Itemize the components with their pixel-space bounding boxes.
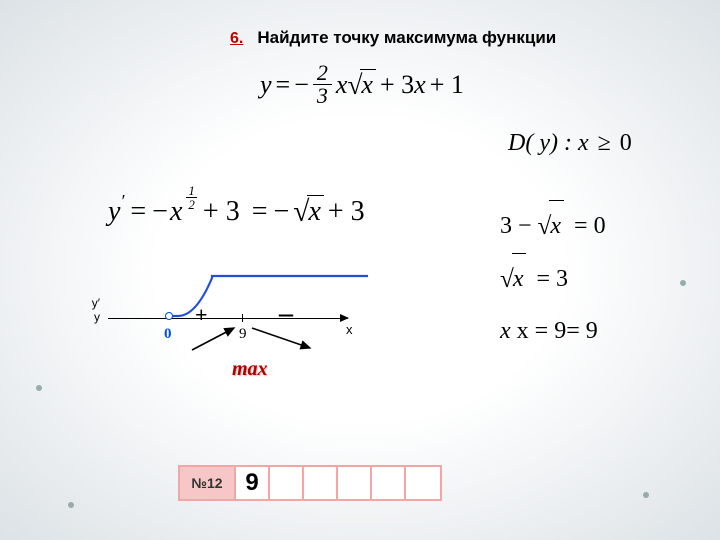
question-number: 6. [230,30,243,48]
eq1-sqrt: √x [538,200,564,253]
answer-cell-0[interactable]: 9 [236,467,270,499]
deriv-exp: 1 2 [186,184,197,211]
max-label: max [232,358,268,381]
func-sqrt-arg: x [360,69,376,100]
func-lhs: y [260,70,272,100]
solve-equations: 3 − √x = 0 √x = 3 x x = 9= 9 [500,200,606,356]
dot [680,280,686,286]
func-plus1: + 3 [380,70,414,100]
dot [68,502,74,508]
eq-line2: √x = 3 [500,253,606,306]
deriv-x: x [170,196,182,228]
domain-pre: D( y) : x [508,130,589,156]
label-x: x [346,322,353,337]
domain-expr: D( y) : x ≥ 0 [508,130,632,157]
eq3: x x = 9= 9 [500,318,598,344]
frac-den: 3 [313,85,332,107]
deriv-neg1: − [152,196,168,228]
frac-num: 2 [313,62,332,85]
eq2-sqrt-arg: x [512,253,527,304]
answer-cell-3[interactable] [338,467,372,499]
answer-number-label: №12 [180,467,236,499]
answer-cell-1[interactable] [270,467,304,499]
domain-ge: ≥ [598,130,611,156]
eq-line3: x x = 9= 9 [500,306,606,356]
eq1-pre: 3 − [500,213,532,239]
main-function: y = − 2 3 x √x + 3 x + 1 [260,62,464,107]
dot [643,492,649,498]
x-axis [108,318,348,319]
func-fraction: 2 3 [313,62,332,107]
func-x1: x [336,70,348,100]
eq1-sqrt-arg: x [549,200,564,251]
answer-cell-2[interactable] [304,467,338,499]
y-label: y [82,310,100,324]
dot [36,385,42,391]
number-line-diagram: y′ y 0 9 x + – max [82,270,382,390]
title-row: 6. Найдите точку максимума функции [230,28,556,48]
label-zero: 0 [164,326,172,343]
func-sqrt: √x [347,69,376,100]
answer-cell-4[interactable] [372,467,406,499]
deriv-prime: ′ [120,191,124,212]
deriv-exp-num: 1 [186,184,197,198]
eq2-sqrt: √x [500,253,526,306]
deriv-lhs: y [108,196,120,228]
func-plus2: + 1 [430,70,464,100]
derivative-expr: y ′ = − x 1 2 + 3 = − √x + 3 [108,195,365,228]
deriv-plus3a: + 3 [203,196,240,228]
question-title: Найдите точку максимума функции [257,28,556,48]
deriv-sqrt-arg: x [307,195,323,228]
y-labels: y′ y [82,296,100,325]
eq2-post: = 3 [536,266,568,292]
eq-line1: 3 − √x = 0 [500,200,606,253]
eq1-post: = 0 [574,213,606,239]
deriv-plus3b: + 3 [328,196,365,228]
tick-nine [242,314,243,322]
answer-cell-5[interactable] [406,467,440,499]
func-eq: = [276,70,291,100]
func-neg: − [294,70,309,100]
tick-zero [165,312,173,320]
y-prime-label: y′ [82,296,100,310]
answer-bar: №12 9 [178,465,442,501]
deriv-neg2: − [274,196,290,228]
func-x2: x [414,70,426,100]
deriv-eq2: = [252,196,268,228]
deriv-exp-den: 2 [186,198,197,211]
deriv-sqrt: √x [293,195,324,228]
direction-arrows [178,324,338,354]
deriv-eq1: = [130,196,146,228]
domain-zero: 0 [620,130,632,156]
